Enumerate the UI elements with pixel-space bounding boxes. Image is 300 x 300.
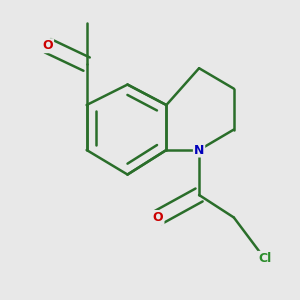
Text: O: O: [153, 211, 164, 224]
Text: O: O: [42, 39, 53, 52]
Text: Cl: Cl: [258, 252, 271, 265]
Text: N: N: [194, 143, 204, 157]
